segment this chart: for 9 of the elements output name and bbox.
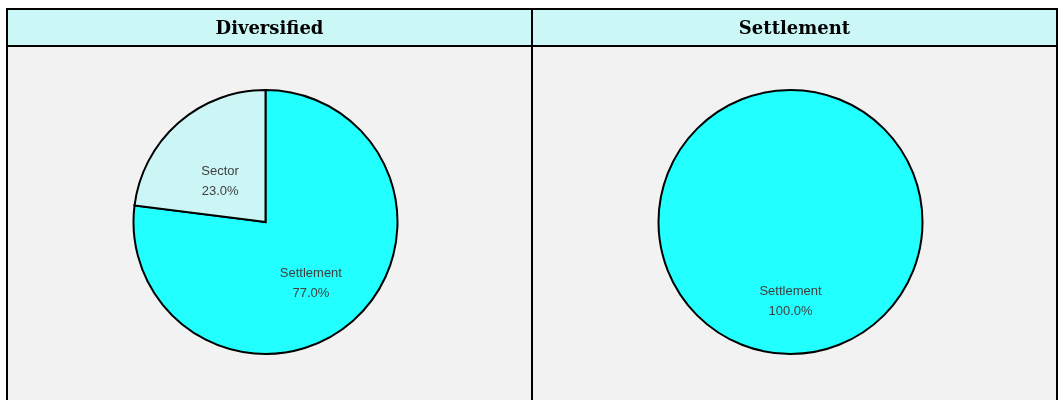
- pie-slice: [132, 89, 399, 355]
- chart-title: Diversified: [8, 8, 531, 47]
- slice-label: Sector: [201, 162, 240, 178]
- data-label: 77.0%: [292, 285, 330, 301]
- slice-label: Settlement: [759, 282, 822, 298]
- data-label: 100.0%: [768, 302, 813, 318]
- slice-label: Settlement: [279, 265, 343, 281]
- data-label: 23.0%: [201, 182, 239, 198]
- chart-title: Settlement: [533, 8, 1056, 47]
